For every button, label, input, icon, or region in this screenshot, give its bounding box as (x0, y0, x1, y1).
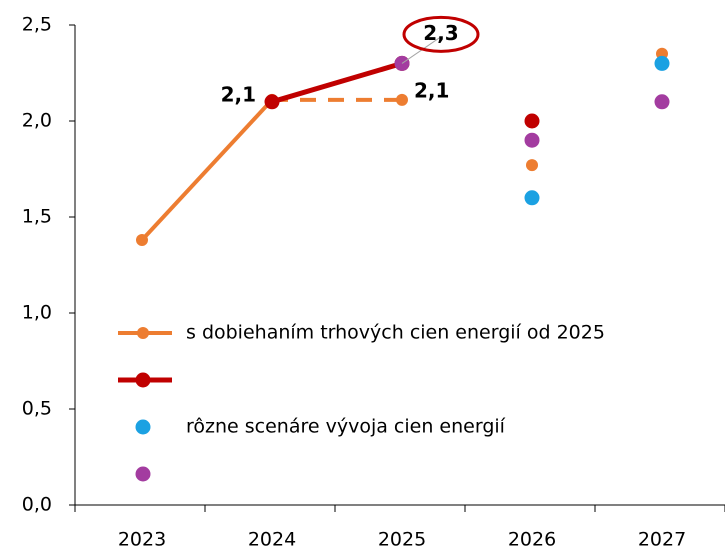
highlight-circle (402, 15, 480, 53)
line-segment (140, 98, 274, 242)
point (524, 132, 540, 148)
y-tick-label: 2,5 (22, 14, 52, 36)
y-tick-label: 1,5 (22, 206, 52, 228)
legend-marker (135, 419, 151, 435)
line-segment (271, 61, 403, 105)
legend-marker (135, 466, 151, 482)
point (526, 159, 538, 172)
x-tick-label: 2023 (118, 529, 166, 550)
value-label: 2,3 (423, 21, 458, 45)
point (654, 94, 670, 110)
point (136, 234, 148, 247)
point (524, 113, 540, 129)
legend-label: rôzne scenáre vývoja cien energií (186, 416, 506, 438)
value-label: 2,1 (414, 78, 449, 102)
point (524, 190, 540, 206)
value-label: 2,1 (221, 82, 256, 106)
y-tick-label: 0,5 (22, 398, 52, 420)
y-tick-label: 1,0 (22, 302, 52, 324)
leader-line (401, 36, 441, 64)
point (654, 55, 670, 71)
x-tick-label: 2027 (638, 529, 686, 550)
point (264, 94, 280, 110)
y-tick-label: 2,0 (22, 110, 52, 132)
y-tick-label: 0,0 (22, 494, 52, 516)
legend-marker (137, 327, 149, 339)
point (396, 93, 408, 106)
legend-marker (135, 372, 151, 388)
legend-label: s dobiehaním trhových cien energií od 20… (186, 322, 605, 344)
x-tick-label: 2024 (248, 529, 296, 550)
x-tick-label: 2025 (378, 529, 426, 550)
x-tick-label: 2026 (508, 529, 556, 550)
